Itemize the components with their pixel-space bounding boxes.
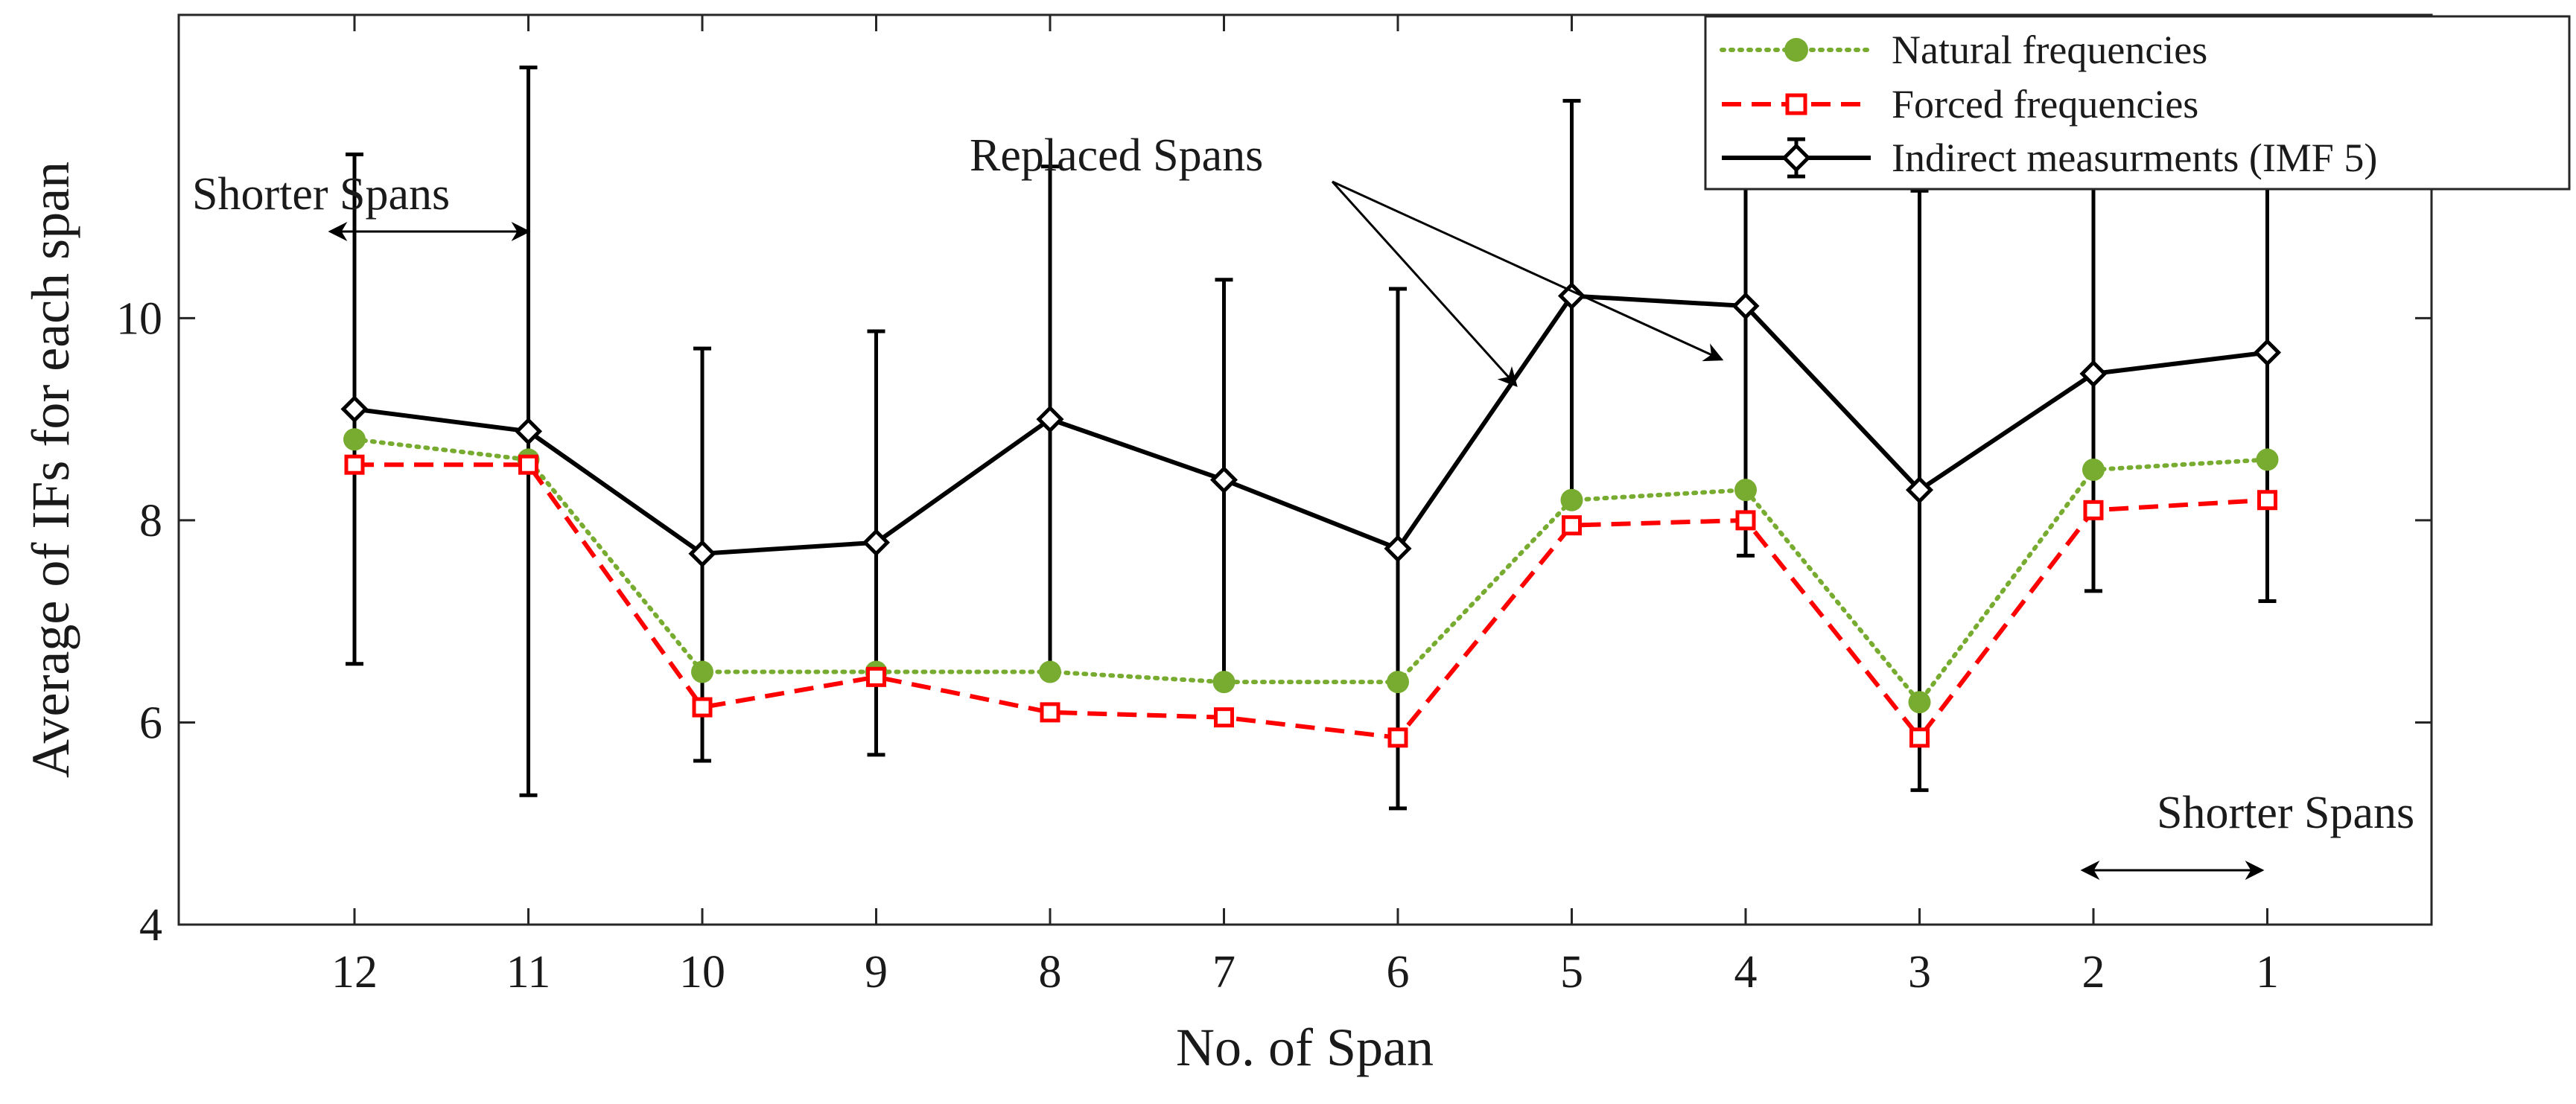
data-point-natural [1039, 660, 1061, 683]
data-point-natural [1212, 671, 1235, 694]
data-point-forced [518, 454, 538, 475]
x-tick-label: 9 [865, 947, 888, 998]
data-point-indirect [1905, 476, 1934, 504]
series-lines [352, 293, 2270, 741]
x-tick-label: 8 [1039, 947, 1062, 998]
y-tick-label: 10 [116, 293, 162, 344]
annotation-shorter-spans-right: Shorter Spans [2080, 788, 2414, 880]
legend-marker-natural [1784, 38, 1808, 62]
legend-item-indirect: Indirect measurments (IMF 5) [1722, 135, 2377, 180]
data-point-natural [1734, 479, 1757, 502]
data-point-forced [1562, 515, 1582, 536]
data-point-forced [2257, 490, 2277, 511]
x-tick-label: 3 [1908, 947, 1931, 998]
series-markers [340, 281, 2282, 748]
data-point-natural [1908, 691, 1931, 714]
y-axis: 4 6 8 10 [116, 293, 2432, 951]
data-point-forced [344, 454, 365, 475]
x-tick-label: 7 [1212, 947, 1235, 998]
data-point-forced [2083, 500, 2104, 520]
data-point-indirect [862, 529, 891, 557]
data-point-forced [1214, 707, 1234, 728]
data-point-forced [866, 666, 886, 687]
annotation-text: Replaced Spans [970, 130, 1263, 181]
annotation-text: Shorter Spans [2157, 788, 2414, 838]
legend-label-natural: Natural frequencies [1892, 28, 2207, 72]
data-point-indirect [688, 540, 716, 568]
data-point-indirect [2253, 338, 2282, 367]
x-tick-label: 1 [2256, 947, 2279, 998]
data-point-forced [1040, 702, 1060, 723]
y-tick-label: 4 [139, 900, 162, 951]
x-tick-label: 4 [1734, 947, 1758, 998]
data-point-natural [343, 428, 366, 451]
annotation-text: Shorter Spans [192, 169, 450, 220]
data-point-forced [1387, 727, 1408, 748]
data-point-natural [1387, 671, 1409, 694]
data-point-indirect [2079, 360, 2108, 388]
series-line-natural [352, 437, 2270, 706]
data-point-natural [2256, 448, 2279, 471]
series-line-forced [354, 462, 2268, 741]
data-point-indirect [1384, 535, 1412, 563]
x-tick-label: 2 [2082, 947, 2105, 998]
data-point-indirect [1209, 466, 1238, 494]
legend-item-forced: Forced frequencies [1722, 82, 2198, 127]
data-point-indirect [1557, 281, 1586, 310]
data-point-indirect [1731, 292, 1760, 320]
annotation-replaced-spans: Replaced Spans [970, 130, 1724, 387]
data-point-indirect [340, 395, 369, 424]
x-axis: 12 11 10 9 8 7 6 5 4 3 2 1 [331, 15, 2279, 998]
data-point-forced [1909, 727, 1930, 748]
x-tick-label: 11 [506, 947, 551, 998]
legend-marker-indirect [1781, 143, 1811, 173]
x-tick-label: 12 [331, 947, 378, 998]
data-point-natural [1560, 488, 1583, 511]
x-axis-label: No. of Span [1176, 1018, 1434, 1077]
data-point-natural [2082, 459, 2105, 481]
legend-label-indirect: Indirect measurments (IMF 5) [1892, 135, 2377, 180]
data-point-indirect [514, 417, 543, 445]
series-line-indirect [354, 293, 2268, 556]
data-point-forced [1735, 510, 1756, 531]
x-tick-label: 6 [1387, 947, 1410, 998]
legend-item-natural: Natural frequencies [1720, 28, 2207, 72]
data-point-natural [691, 660, 713, 683]
annotation-arrow [1331, 180, 1518, 387]
x-tick-label: 10 [679, 947, 725, 998]
y-tick-label: 8 [139, 496, 162, 546]
data-point-forced [692, 697, 713, 718]
y-axis-label: Average of IFs for each span [21, 162, 80, 778]
y-tick-label: 6 [139, 698, 162, 748]
legend: Natural frequencies Forced frequencies I… [1704, 15, 2571, 191]
legend-label-forced: Forced frequencies [1892, 82, 2198, 127]
x-tick-label: 5 [1560, 947, 1583, 998]
data-point-indirect [1036, 405, 1064, 433]
annotation-shorter-spans-left: Shorter Spans [192, 169, 531, 241]
legend-marker-forced [1785, 93, 1807, 115]
annotation-arrow [1332, 180, 1724, 362]
